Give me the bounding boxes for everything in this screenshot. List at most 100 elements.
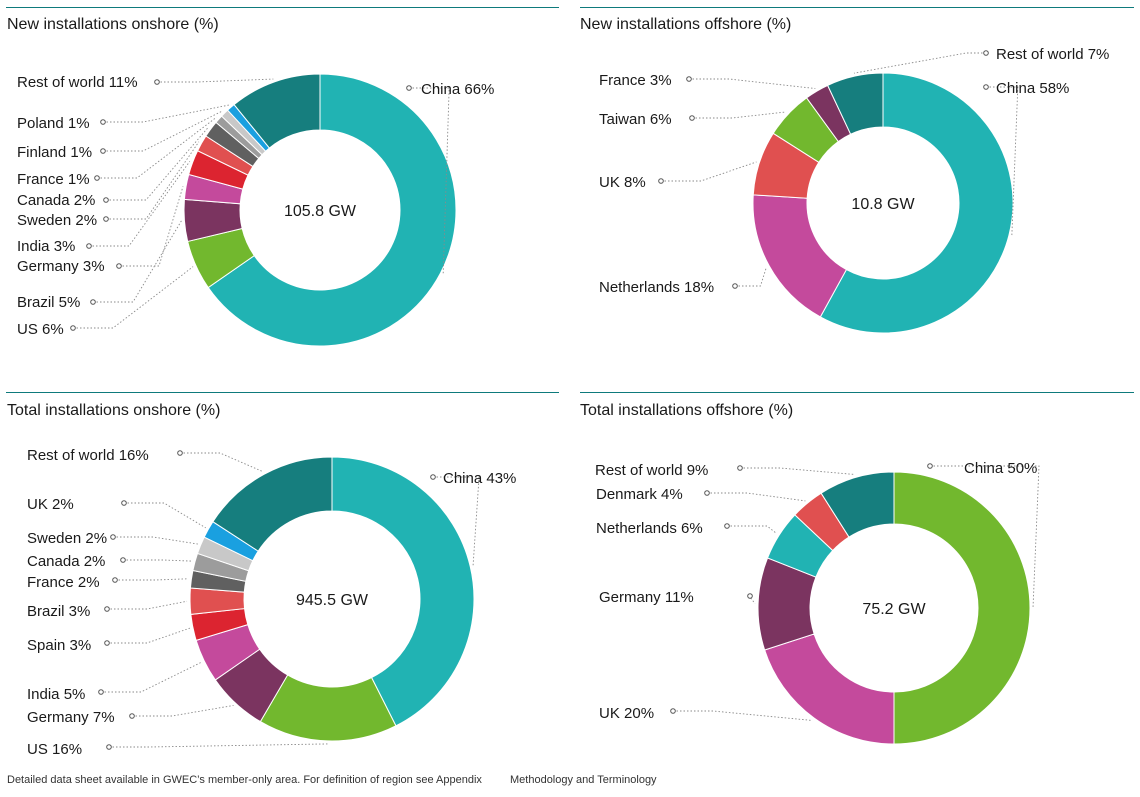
leader-line: [107, 627, 191, 644]
slice-label: UK 2%: [27, 496, 74, 513]
leader-dot: [737, 465, 743, 471]
chart-title-new-offshore: New installations offshore (%): [580, 16, 792, 33]
slice-label: Canada 2%: [17, 192, 95, 209]
leader-dot: [747, 593, 753, 599]
leader-line: [119, 186, 184, 267]
leader-dot: [98, 689, 104, 695]
leader-line: [109, 743, 328, 748]
leader-line: [113, 536, 198, 545]
slice-label: Poland 1%: [17, 115, 90, 132]
leader-line: [115, 578, 189, 581]
leader-line: [157, 78, 274, 83]
leader-line: [853, 52, 986, 74]
leader-line: [673, 710, 813, 721]
leader-dot: [94, 175, 100, 181]
slice-label: Finland 1%: [17, 144, 92, 161]
slice-label: Rest of world 7%: [996, 46, 1109, 63]
slice-label: Germany 3%: [17, 258, 105, 275]
leader-dot: [686, 76, 692, 82]
leader-line: [930, 465, 1040, 609]
slice-label: Germany 11%: [599, 589, 694, 606]
leader-dot: [106, 744, 112, 750]
donut-slice: [233, 73, 321, 149]
leader-line: [692, 111, 787, 119]
leader-dot: [104, 606, 110, 612]
donut-slice: [820, 471, 895, 538]
slice-label: Germany 7%: [27, 709, 115, 726]
donut-slice: [893, 471, 1031, 745]
leader-line: [106, 141, 200, 220]
leader-dot: [732, 283, 738, 289]
chart-title-new-onshore: New installations onshore (%): [7, 16, 219, 33]
leader-dot: [90, 299, 96, 305]
footer-link-methodology[interactable]: Methodology and Terminology: [510, 774, 657, 786]
donut-slice: [764, 633, 895, 745]
leader-dot: [121, 500, 127, 506]
donut-slice: [826, 72, 884, 135]
leader-dot: [70, 325, 76, 331]
leader-line: [101, 661, 202, 693]
leader-line: [103, 110, 223, 152]
leader-dot: [430, 474, 436, 480]
slice-label: China 58%: [996, 80, 1069, 97]
slice-label: UK 20%: [599, 705, 654, 722]
leader-dot: [724, 523, 730, 529]
leader-line: [180, 452, 263, 473]
center-total-label: 10.8 GW: [851, 196, 915, 213]
leader-dot: [983, 84, 989, 90]
leader-dot: [112, 577, 118, 583]
footer-note: Detailed data sheet available in GWEC’s …: [7, 774, 482, 786]
center-total-label: 75.2 GW: [862, 601, 926, 618]
leader-dot: [120, 557, 126, 563]
leader-line: [89, 161, 191, 247]
leader-dot: [103, 216, 109, 222]
donut-slice: [207, 73, 457, 347]
leader-line: [107, 600, 188, 610]
center-total-label: 105.8 GW: [284, 203, 357, 220]
slice-label: India 5%: [27, 686, 85, 703]
slice-label: US 16%: [27, 741, 82, 758]
leader-dot: [658, 178, 664, 184]
slice-label: China 43%: [443, 470, 516, 487]
leader-dot: [177, 450, 183, 456]
slice-label: Canada 2%: [27, 553, 105, 570]
leader-dot: [86, 243, 92, 249]
leader-line: [124, 502, 206, 529]
slice-label: India 3%: [17, 238, 75, 255]
slice-label: Netherlands 6%: [596, 520, 703, 537]
panel-rule-top-right: [580, 7, 1134, 8]
donut-slice: [819, 72, 1014, 334]
leader-line: [986, 86, 1019, 237]
slice-label: UK 8%: [599, 174, 646, 191]
leader-dot: [670, 708, 676, 714]
leader-dot: [927, 463, 933, 469]
slice-label: Rest of world 11%: [17, 74, 138, 91]
donut-slice: [212, 456, 333, 552]
leader-dot: [129, 713, 135, 719]
slice-label: Denmark 4%: [596, 486, 683, 503]
slice-label: Spain 3%: [27, 637, 91, 654]
leader-line: [97, 116, 217, 179]
leader-line: [740, 467, 856, 475]
leader-dot: [116, 263, 122, 269]
leader-line: [409, 87, 450, 275]
slice-label: Rest of world 16%: [27, 447, 149, 464]
leader-line: [707, 492, 806, 502]
panel-rule-top-left: [6, 7, 559, 8]
slice-label: Brazil 3%: [27, 603, 90, 620]
leader-line: [73, 266, 194, 329]
leader-dot: [154, 79, 160, 85]
slice-label: France 1%: [17, 171, 90, 188]
panel-rule-bottom-left: [6, 392, 559, 393]
leader-line: [727, 525, 777, 534]
donut-slice: [331, 456, 475, 727]
leader-line: [103, 104, 229, 123]
leader-dot: [100, 119, 106, 125]
slice-label: Brazil 5%: [17, 294, 80, 311]
leader-dot: [689, 115, 695, 121]
leader-line: [433, 476, 480, 566]
panel-rule-bottom-right: [580, 392, 1134, 393]
slice-label: Sweden 2%: [17, 212, 97, 229]
leader-dot: [704, 490, 710, 496]
leader-line: [93, 220, 182, 303]
